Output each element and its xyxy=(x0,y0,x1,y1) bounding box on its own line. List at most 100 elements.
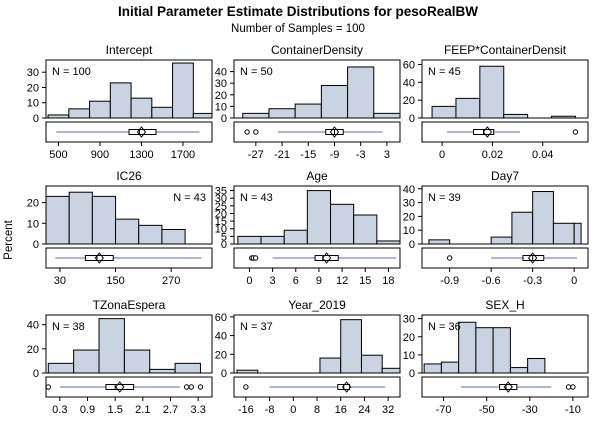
y-tick-label: 20 xyxy=(27,198,39,210)
histogram-frame xyxy=(45,185,213,245)
y-tick-label: 40 xyxy=(403,77,415,89)
x-tick-label: -9 xyxy=(330,149,340,161)
x-tick-label: -30 xyxy=(522,404,538,416)
histogram-bars xyxy=(237,190,400,244)
histogram-bars xyxy=(431,65,576,118)
histogram-bar xyxy=(306,190,332,244)
y-tick-label: 35 xyxy=(215,186,227,198)
n-label: N = 50 xyxy=(240,66,273,78)
panel-title: TZonaEspera xyxy=(93,298,166,312)
x-tick-label: 3.3 xyxy=(191,404,206,416)
histogram-frame xyxy=(421,59,589,119)
histogram-bar xyxy=(192,112,212,118)
histogram-frame xyxy=(421,314,589,374)
y-tick-label: 20 xyxy=(403,332,415,344)
histogram-bar xyxy=(552,222,575,244)
histogram-bar xyxy=(151,106,174,118)
x-tick-label: -50 xyxy=(479,404,495,416)
boxplot-mean-marker xyxy=(329,126,340,138)
y-tick-label: 20 xyxy=(215,349,227,361)
y-tick-label: 0 xyxy=(409,113,415,125)
x-tick-label: 24 xyxy=(358,404,370,416)
histogram-bar xyxy=(46,195,70,244)
panel-7: Year_2019 0 20 40 60 N = 37 -16 -8 0 8 16 24 32 xyxy=(215,298,401,416)
x-tick-label: 32 xyxy=(382,404,394,416)
histogram-bars xyxy=(236,319,400,373)
x-tick-label: -70 xyxy=(436,404,452,416)
histogram-bar xyxy=(376,240,400,244)
boxplot-box xyxy=(105,384,135,390)
boxplot-box xyxy=(499,384,518,390)
y-tick-label: 0 xyxy=(409,368,415,380)
histogram-bar xyxy=(551,115,576,118)
y-tick-label: 10 xyxy=(215,224,227,236)
y-tick-label: 15 xyxy=(215,216,227,228)
histogram-bar xyxy=(283,229,308,244)
y-tick-label: 10 xyxy=(403,350,415,362)
n-label: N = 45 xyxy=(428,66,461,78)
x-tick-label: -16 xyxy=(238,404,254,416)
boxplot-mean-marker xyxy=(115,381,125,393)
histogram-bar xyxy=(527,358,546,373)
x-tick-label: 6 xyxy=(293,275,299,287)
histogram-bar xyxy=(532,191,554,244)
histogram-bar xyxy=(109,82,132,118)
histogram-bar xyxy=(138,224,163,244)
histogram-bar xyxy=(268,108,296,118)
histogram-bar xyxy=(511,211,534,244)
n-label: N = 38 xyxy=(52,321,85,333)
histogram-bar xyxy=(294,103,322,118)
histogram-bars xyxy=(423,321,546,373)
y-tick-label: 20 xyxy=(403,211,415,223)
y-tick-label: 5 xyxy=(221,231,227,243)
x-tick-label: 150 xyxy=(106,275,124,287)
histogram-bar xyxy=(423,363,442,373)
histogram-bar xyxy=(353,214,378,244)
histogram-frame xyxy=(233,185,401,245)
boxplot-outlier xyxy=(45,384,52,390)
panel-title: SEX_H xyxy=(485,298,524,312)
x-tick-label: 0.9 xyxy=(80,404,95,416)
y-tick-label: 0 xyxy=(33,239,39,251)
x-tick-label: 12 xyxy=(336,275,348,287)
histogram-bars xyxy=(46,191,186,244)
n-label: N = 43 xyxy=(173,192,206,204)
y-tick-label: 30 xyxy=(27,67,39,79)
boxplot-mean-marker xyxy=(322,252,332,264)
x-tick-label: 1.5 xyxy=(108,404,123,416)
histogram-bar xyxy=(360,354,383,373)
histogram-bar xyxy=(431,105,457,118)
boxplot-outlier xyxy=(244,129,250,135)
y-tick-label: 60 xyxy=(403,59,415,71)
histogram-bars xyxy=(47,318,201,373)
panel-title: Day7 xyxy=(491,169,519,183)
panel-title: IC26 xyxy=(116,169,142,183)
histogram-bar xyxy=(47,362,75,373)
histogram-bar xyxy=(91,195,117,244)
histogram-bar xyxy=(455,97,481,118)
y-tick-label: 25 xyxy=(215,201,227,213)
boxplot-box xyxy=(128,129,157,135)
boxplot-box xyxy=(314,255,339,261)
histogram-bar xyxy=(98,318,125,373)
histogram-bars xyxy=(47,62,212,118)
histogram-bar xyxy=(492,327,511,373)
x-tick-label: -0.6 xyxy=(482,275,501,287)
boxplot-outlier xyxy=(446,255,453,261)
x-tick-label: 0 xyxy=(246,275,252,287)
histogram-bar xyxy=(340,319,362,373)
boxplot-mean-marker xyxy=(482,126,493,138)
x-tick-label: 18 xyxy=(382,275,394,287)
chart-subtitle: Number of Samples = 100 xyxy=(231,23,365,35)
histogram-bar xyxy=(115,218,140,244)
x-tick-label: 0.3 xyxy=(52,404,67,416)
x-tick-label: 1300 xyxy=(129,149,153,161)
chart-title: Initial Parameter Estimate Distributions… xyxy=(118,4,478,19)
y-tick-label: 0 xyxy=(221,368,227,380)
panel-title: ContainerDensity xyxy=(271,43,363,57)
histogram-frame xyxy=(45,314,213,374)
histogram-bars xyxy=(428,191,582,244)
y-tick-label: 40 xyxy=(403,184,415,196)
